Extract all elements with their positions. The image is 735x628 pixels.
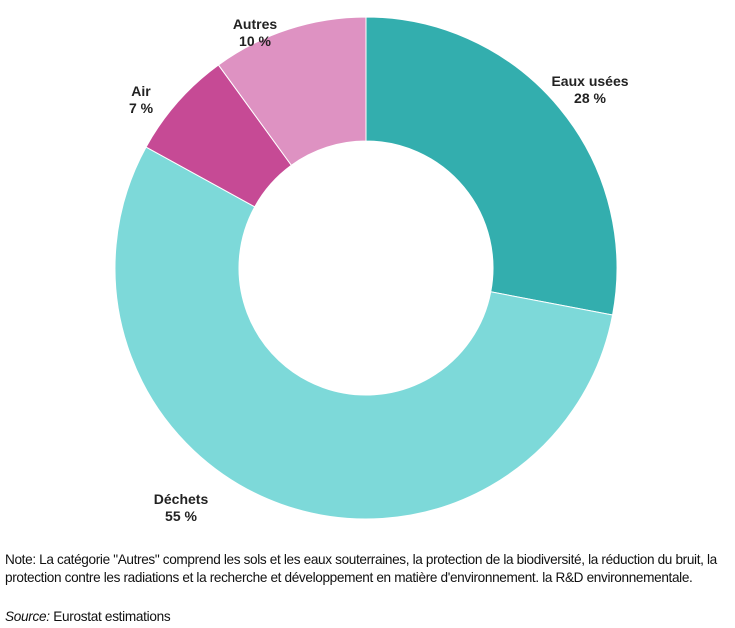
slice-label: Déchets (154, 491, 209, 507)
source-label: Source: (5, 609, 50, 624)
slice-value-label: 7 % (129, 100, 154, 116)
slice-label: Eaux usées (551, 73, 628, 89)
slice-value-label: 55 % (165, 508, 197, 524)
chart-source: Source: Eurostat estimations (5, 609, 171, 624)
donut-slice-eaux-usées (365, 16, 618, 316)
donut-slice-autres (217, 16, 367, 166)
source-text: Eurostat estimations (49, 609, 171, 624)
slice-value-label: 28 % (574, 90, 606, 106)
slice-value-label: 10 % (239, 33, 271, 49)
slice-label: Autres (233, 16, 278, 32)
slice-label: Air (131, 83, 151, 99)
donut-slice-déchets (114, 146, 614, 520)
chart-note: Note: La catégorie "Autres" comprend les… (5, 552, 717, 585)
